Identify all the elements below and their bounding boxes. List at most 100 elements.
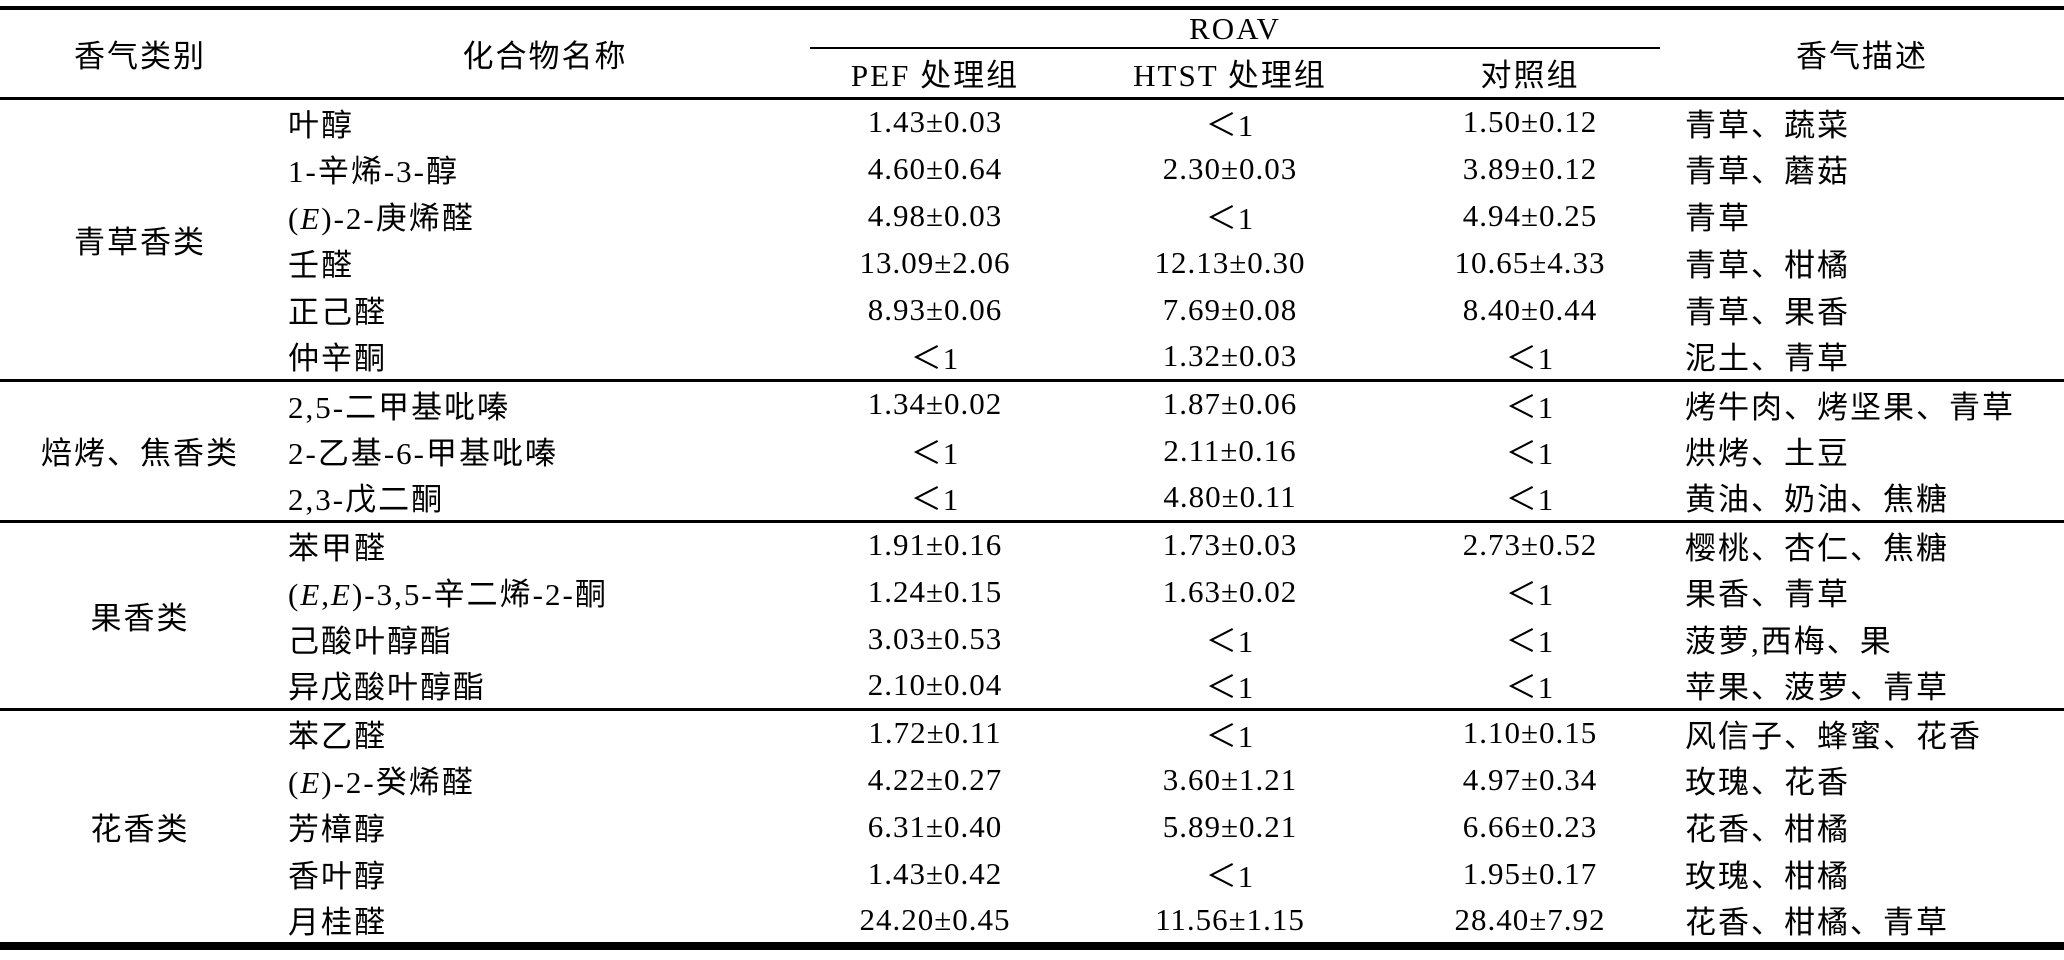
compound-name-cell: 2-乙基-6-甲基吡嗪: [288, 436, 558, 471]
table-header: 香气类别 化合物名称 ROAV 香气描述 PEF 处理组 HTST 处理组 对照…: [0, 8, 2064, 100]
control-value-cell: 28.40±7.92: [1454, 901, 1606, 937]
control-value-cell: 1.10±0.15: [1400, 707, 1661, 756]
htst-value-cell: 2.11±0.16: [1163, 432, 1297, 468]
compound-name-cell: 己酸叶醇酯: [288, 624, 453, 659]
aroma-description-cell: 青草、蔬菜: [1685, 107, 1851, 143]
table-row: 仲辛酮 ＜1 1.32±0.03 ＜1 泥土、青草: [0, 333, 2064, 380]
pef-value-cell: ＜1: [910, 436, 960, 471]
pef-value-cell: 4.22±0.27: [867, 761, 1003, 797]
header-htst-group: HTST 处理组: [1060, 48, 1400, 100]
aroma-description-cell: 青草、柑橘: [1685, 248, 1851, 283]
table-row: 正己醛 8.93±0.06 7.69±0.08 8.40±0.44 青草、果香: [0, 286, 2064, 333]
table-row: 己酸叶醇酯 3.03±0.53 ＜1 ＜1 菠萝,西梅、果: [0, 615, 2064, 662]
htst-value-cell: ＜1: [1060, 707, 1400, 756]
control-value-cell: ＜1: [1505, 577, 1555, 612]
control-value-cell: 4.97±0.34: [1462, 761, 1598, 797]
control-value-cell: 6.66±0.23: [1462, 808, 1598, 844]
control-value-cell: ＜1: [1505, 436, 1555, 471]
compound-name-cell: 苯乙醛: [280, 707, 810, 756]
aroma-description-cell: 玫瑰、花香: [1685, 765, 1851, 800]
aroma-description-cell: 果香、青草: [1685, 577, 1851, 612]
control-value-cell: 8.40±0.44: [1462, 291, 1598, 327]
table-row: 异戊酸叶醇酯 2.10±0.04 ＜1 ＜1 苹果、菠萝、青草: [0, 662, 2064, 709]
table-body: 青草香类 叶醇 1.43±0.03 ＜1 1.50±0.12 青草、蔬菜 1-辛烯-3-醇 4…: [0, 98, 2064, 946]
table-row: 焙烤、焦香类 2,5-二甲基吡嗪 1.34±0.02 1.87±0.06 ＜1 烤牛肉、烤…: [0, 378, 2064, 521]
htst-value-cell: 7.69±0.08: [1162, 291, 1298, 327]
htst-value-cell: ＜1: [1205, 670, 1255, 706]
control-value-cell: 1.50±0.12: [1462, 104, 1598, 140]
aroma-category-cell: 花香类: [0, 707, 280, 946]
aroma-description-cell: 青草、果香: [1685, 295, 1851, 330]
compound-name-cell: 芳樟醇: [288, 812, 387, 847]
table-row: 2-乙基-6-甲基吡嗪 ＜1 2.11±0.16 ＜1 烘烤、土豆: [0, 427, 2064, 474]
pef-value-cell: 1.72±0.11: [810, 707, 1060, 756]
aroma-description-cell: 青草: [1685, 201, 1752, 236]
pef-value-cell: 1.34±0.02: [810, 378, 1060, 427]
htst-value-cell: 4.80±0.11: [1163, 478, 1297, 514]
roav-table: 香气类别 化合物名称 ROAV 香气描述 PEF 处理组 HTST 处理组 对照…: [0, 6, 2064, 950]
compound-name-cell: 2,3-戊二酮: [288, 482, 445, 518]
control-value-cell: ＜1: [1505, 482, 1555, 518]
aroma-category-cell: 果香类: [0, 519, 280, 709]
control-value-cell: ＜1: [1400, 378, 1661, 427]
pef-value-cell: 13.09±2.06: [859, 244, 1011, 280]
htst-value-cell: 1.63±0.02: [1162, 573, 1298, 609]
pef-value-cell: 8.93±0.06: [867, 291, 1003, 327]
table-row: 果香类 苯甲醛 1.91±0.16 1.73±0.03 2.73±0.52 樱桃、杏仁、焦…: [0, 519, 2064, 709]
compound-name-cell: 1-辛烯-3-醇: [288, 154, 459, 189]
pef-value-cell: 1.24±0.15: [867, 573, 1003, 609]
header-aroma-description: 香气描述: [1660, 8, 2064, 100]
table-row: 花香类 苯乙醛 1.72±0.11 ＜1 1.10±0.15 风信子、蜂蜜、花香: [0, 707, 2064, 946]
aroma-description-cell: 苹果、菠萝、青草: [1685, 670, 1950, 706]
header-row-2: PEF 处理组 HTST 处理组 对照组: [0, 48, 2064, 100]
table-row: 香叶醇 1.43±0.42 ＜1 1.95±0.17 玫瑰、柑橘: [0, 850, 2064, 897]
htst-value-cell: 1.73±0.03: [1060, 519, 1400, 568]
htst-value-cell: 1.32±0.03: [1162, 337, 1298, 373]
aroma-description-cell: 泥土、青草: [1685, 341, 1851, 377]
htst-value-cell: 11.56±1.15: [1155, 901, 1305, 937]
pef-value-cell: ＜1: [910, 482, 960, 518]
htst-value-cell: 12.13±0.30: [1154, 244, 1306, 280]
header-control-group: 对照组: [1400, 48, 1661, 100]
compound-name-cell: (E,E)-3,5-辛二烯-2-酮: [288, 577, 608, 612]
compound-name-cell: 异戊酸叶醇酯: [288, 670, 486, 706]
control-value-cell: 10.65±4.33: [1454, 244, 1606, 280]
control-value-cell: ＜1: [1505, 341, 1555, 377]
compound-name-cell: (E)-2-癸烯醛: [288, 765, 475, 800]
compound-name-cell: (E)-2-庚烯醛: [288, 201, 475, 236]
table-row: 青草香类 叶醇 1.43±0.03 ＜1 1.50±0.12 青草、蔬菜: [0, 98, 2064, 259]
table-row: 2,3-戊二酮 ＜1 4.80±0.11 ＜1 黄油、奶油、焦糖: [0, 474, 2064, 521]
compound-name-cell: 仲辛酮: [288, 341, 387, 377]
htst-value-cell: ＜1: [1205, 624, 1255, 659]
control-value-cell: ＜1: [1505, 670, 1555, 706]
pef-value-cell: 3.03±0.53: [867, 620, 1003, 656]
table-row: (E)-2-庚烯醛 4.98±0.03 ＜1 4.94±0.25 青草: [0, 192, 2064, 239]
pef-value-cell: 1.91±0.16: [810, 519, 1060, 568]
pef-value-cell: ＜1: [910, 341, 960, 377]
compound-name-cell: 正己醛: [288, 295, 387, 330]
compound-name-cell: 壬醛: [288, 248, 354, 283]
htst-value-cell: ＜1: [1205, 859, 1255, 894]
control-value-cell: 1.95±0.17: [1462, 855, 1598, 891]
table-row: (E,E)-3,5-辛二烯-2-酮 1.24±0.15 1.63±0.02 ＜1 果香、…: [0, 568, 2064, 615]
aroma-description-cell: 烤牛肉、烤坚果、青草: [1660, 378, 2064, 427]
aroma-description-cell: 风信子、蜂蜜、花香: [1660, 707, 2064, 756]
compound-name-cell: 叶醇: [288, 107, 354, 143]
aroma-description-cell: 玫瑰、柑橘: [1685, 859, 1851, 894]
header-aroma-category: 香气类别: [0, 8, 280, 100]
aroma-description-cell: 黄油、奶油、焦糖: [1685, 482, 1950, 518]
pef-value-cell: 6.31±0.40: [867, 808, 1003, 844]
compound-name-cell: 月桂醛: [288, 905, 387, 940]
control-value-cell: 2.73±0.52: [1400, 519, 1661, 568]
table-row: 月桂醛 24.20±0.45 11.56±1.15 28.40±7.92 花香、柑橘、青…: [0, 897, 2064, 946]
htst-value-cell: 5.89±0.21: [1162, 808, 1298, 844]
table-row: 芳樟醇 6.31±0.40 5.89±0.21 6.66±0.23 花香、柑橘: [0, 803, 2064, 850]
pef-value-cell: 2.10±0.04: [867, 666, 1003, 702]
pef-value-cell: 1.43±0.42: [867, 855, 1003, 891]
htst-value-cell: ＜1: [1205, 107, 1255, 143]
table-row: 壬醛 13.09±2.06 12.13±0.30 10.65±4.33 青草、柑橘: [0, 239, 2064, 286]
control-value-cell: ＜1: [1505, 624, 1555, 659]
aroma-description-cell: 青草、蘑菇: [1685, 154, 1851, 189]
aroma-description-cell: 烘烤、土豆: [1685, 436, 1851, 471]
